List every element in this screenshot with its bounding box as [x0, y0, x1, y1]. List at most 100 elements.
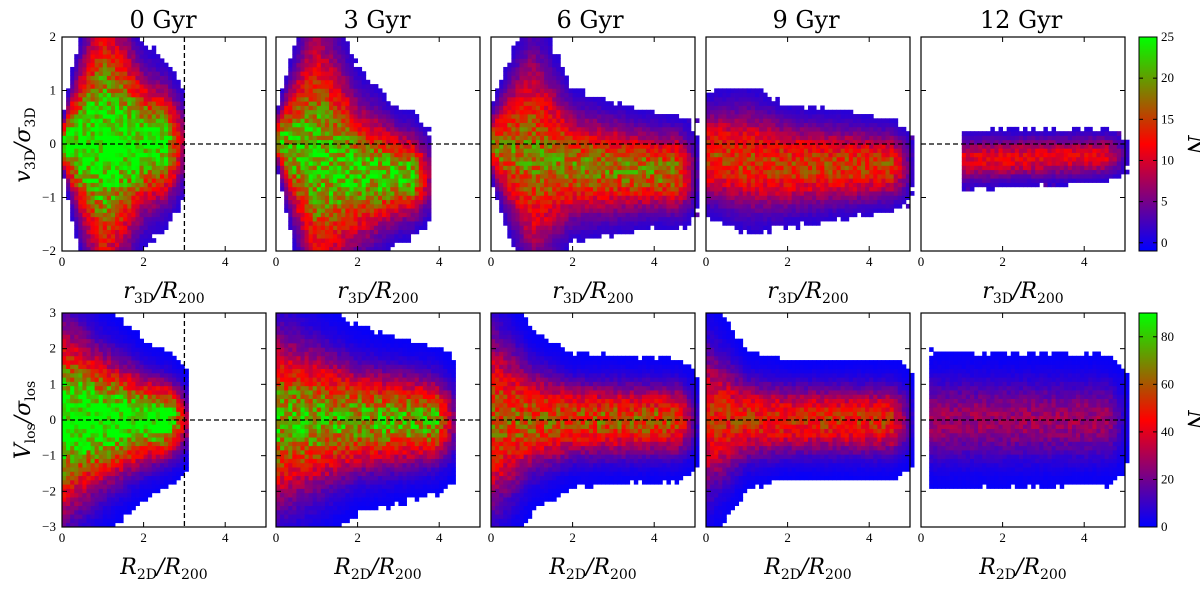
heatmap-cell [110, 156, 116, 162]
heatmap-cell [288, 148, 293, 153]
heatmap-cell [86, 225, 91, 230]
heatmap-cell [320, 122, 326, 128]
heatmap-cell [300, 186, 305, 192]
heatmap-cell [155, 212, 161, 218]
heatmap-cell [333, 131, 338, 136]
heatmap-cell [320, 45, 326, 51]
heatmap-cell [119, 195, 124, 201]
heatmap-cell [180, 88, 185, 94]
heatmap-cell [511, 114, 516, 119]
heatmap-cell [333, 152, 338, 158]
heatmap-cell [734, 191, 740, 196]
heatmap-cell [86, 165, 91, 171]
heatmap-cell [580, 139, 586, 145]
heatmap-cell [357, 229, 363, 235]
heatmap-cell [646, 195, 651, 201]
heatmap-cell [316, 238, 322, 243]
heatmap-cell [730, 92, 735, 98]
heatmap-cell [686, 126, 692, 132]
heatmap-cell [641, 131, 647, 136]
heatmap-cell [369, 212, 375, 218]
heatmap-cell [365, 246, 371, 252]
heatmap-cell [66, 96, 71, 102]
heatmap-cell [78, 135, 83, 141]
heatmap-cell [292, 221, 297, 226]
heatmap-cell [633, 212, 639, 218]
heatmap-cell [337, 101, 342, 106]
heatmap-cell [666, 216, 671, 222]
heatmap-cell [422, 144, 428, 149]
heatmap-cell [361, 182, 367, 188]
heatmap-cell [706, 178, 711, 183]
heatmap-cell [341, 203, 346, 209]
heatmap-cell [98, 84, 104, 89]
heatmap-cell [341, 229, 346, 235]
heatmap-cell [523, 208, 529, 213]
heatmap-cell [324, 221, 330, 226]
heatmap-cell [90, 229, 96, 235]
heatmap-cell [119, 182, 124, 188]
heatmap-cell [86, 156, 91, 162]
heatmap-cell [746, 173, 752, 179]
heatmap-cell [139, 96, 144, 102]
heatmap-cell [544, 122, 549, 128]
heatmap-cell [613, 212, 618, 218]
heatmap-cell [284, 144, 289, 149]
heatmap-cell [131, 182, 136, 188]
heatmap-cell [584, 212, 590, 218]
heatmap-cell [78, 173, 83, 179]
heatmap-cell [369, 109, 375, 115]
heatmap-cell [601, 182, 606, 188]
heatmap-cell [312, 92, 318, 98]
heatmap-cell [560, 122, 565, 128]
heatmap-cell [560, 135, 565, 141]
heatmap-cell [491, 169, 496, 175]
heatmap-cell [718, 191, 723, 196]
heatmap-cell [349, 88, 354, 94]
heatmap-cell [674, 178, 680, 183]
heatmap-cell [284, 88, 289, 94]
heatmap-cell [654, 152, 659, 158]
heatmap-cell [312, 182, 318, 188]
heatmap-cell [143, 135, 149, 141]
heatmap-cell [172, 186, 177, 192]
heatmap-cell [345, 178, 350, 183]
heatmap-cell [414, 212, 420, 218]
heatmap-cell [369, 199, 375, 205]
heatmap-cell [353, 173, 358, 179]
heatmap-cell [495, 88, 500, 94]
heatmap-cell [560, 169, 565, 175]
heatmap-cell [682, 208, 688, 213]
heatmap-cell [426, 208, 432, 213]
heatmap-cell [66, 191, 71, 196]
heatmap-cell [62, 131, 67, 136]
heatmap-cell [710, 92, 715, 98]
heatmap-cell [633, 169, 639, 175]
heatmap-cell [580, 114, 586, 119]
heatmap-cell [738, 195, 744, 201]
heatmap-cell [127, 109, 132, 115]
heatmap-cell [605, 114, 610, 119]
heatmap-cell [296, 118, 301, 123]
heatmap-cell [625, 169, 631, 175]
heatmap-cell [304, 114, 310, 119]
heatmap-cell [139, 199, 144, 205]
heatmap-cell [730, 88, 735, 94]
heatmap-cell [633, 114, 639, 119]
heatmap-cell [320, 58, 326, 64]
heatmap-cell [180, 178, 185, 183]
heatmap-cell [176, 165, 181, 171]
heatmap-cell [357, 122, 363, 128]
heatmap-cell [706, 109, 711, 115]
heatmap-cell [568, 216, 573, 222]
heatmap-cell [82, 37, 87, 42]
heatmap-cell [62, 126, 67, 132]
heatmap-cell [539, 144, 545, 149]
heatmap-cell [316, 191, 322, 196]
heatmap-cell [560, 203, 565, 209]
heatmap-cell [625, 131, 631, 136]
heatmap-cell [102, 144, 108, 149]
heatmap-cell [164, 88, 169, 94]
heatmap-cell [597, 105, 602, 111]
